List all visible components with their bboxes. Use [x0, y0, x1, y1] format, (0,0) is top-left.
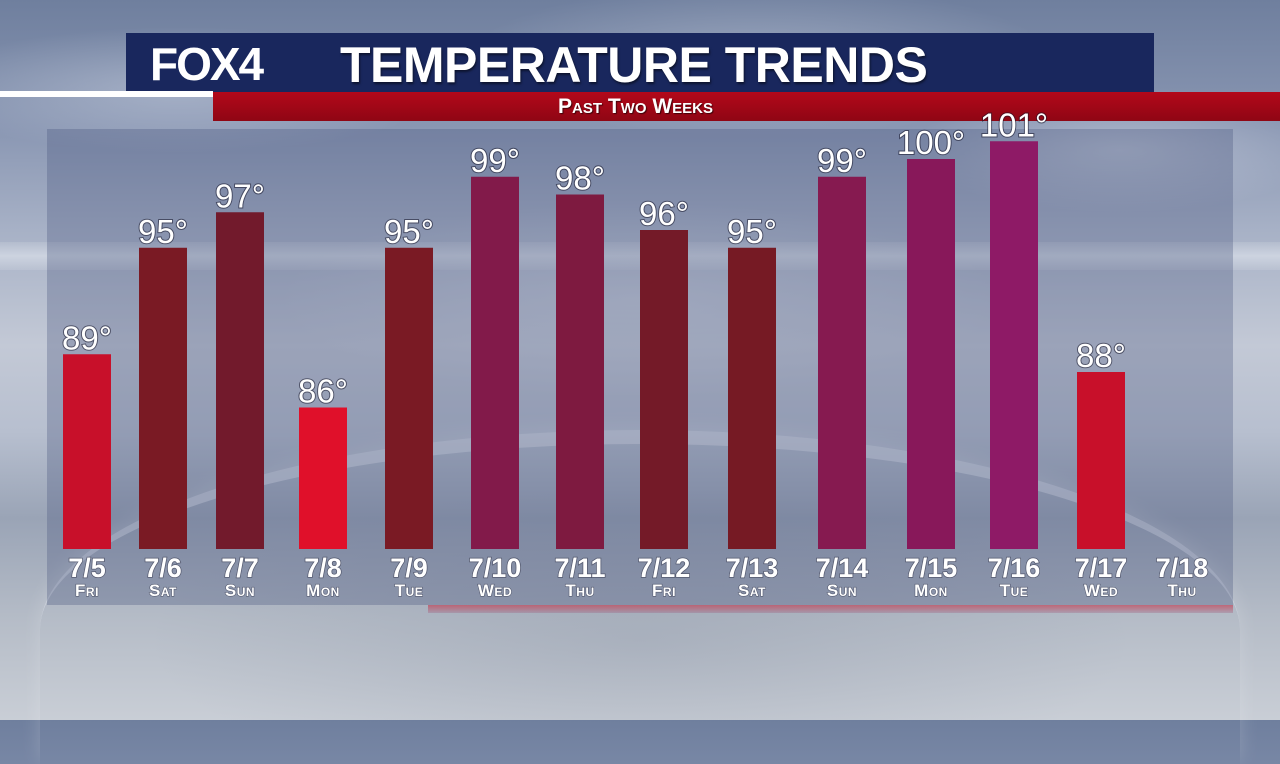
value-label-7/8: 86° [298, 373, 348, 410]
date-label-7/12: 7/12 [638, 553, 691, 583]
day-label-7/8: Mon [306, 581, 340, 600]
value-label-7/14: 99° [817, 142, 867, 179]
bar-7/15 [907, 159, 955, 549]
date-label-7/10: 7/10 [469, 553, 522, 583]
date-label-7/11: 7/11 [554, 553, 605, 583]
bar-7/10 [471, 176, 519, 549]
date-label-7/16: 7/16 [988, 553, 1041, 583]
bar-7/11 [556, 194, 604, 549]
value-label-7/17: 88° [1076, 337, 1126, 374]
bar-7/14 [818, 176, 866, 549]
bar-7/7 [216, 212, 264, 549]
value-label-7/11: 98° [555, 160, 605, 197]
date-label-7/15: 7/15 [905, 553, 958, 583]
date-label-7/18: 7/18 [1156, 553, 1209, 583]
chart-panel-edge [428, 605, 1233, 613]
value-label-7/13: 95° [727, 213, 777, 250]
day-label-7/14: Sun [827, 581, 857, 600]
day-label-7/6: Sat [149, 581, 177, 600]
date-label-7/7: 7/7 [221, 553, 259, 583]
day-label-7/16: Tue [1000, 581, 1029, 600]
bar-7/12 [640, 230, 688, 549]
fox4-logo: FOX4 [150, 38, 264, 90]
value-label-7/5: 89° [62, 319, 112, 356]
bar-7/9 [385, 247, 433, 549]
bar-7/13 [728, 247, 776, 549]
value-label-7/15: 100° [897, 124, 965, 161]
chart-title: TEMPERATURE TRENDS [340, 37, 928, 93]
day-label-7/13: Sat [738, 581, 766, 600]
day-label-7/15: Mon [914, 581, 948, 600]
date-label-7/8: 7/8 [304, 553, 342, 583]
subtitle-bar [213, 92, 1280, 121]
date-label-7/9: 7/9 [390, 553, 428, 583]
value-label-7/9: 95° [384, 213, 434, 250]
value-label-7/10: 99° [470, 142, 520, 179]
day-label-7/18: Thu [1167, 581, 1196, 600]
date-label-7/6: 7/6 [144, 553, 182, 583]
value-label-7/6: 95° [138, 213, 188, 250]
date-label-7/5: 7/5 [68, 553, 106, 583]
day-label-7/9: Tue [395, 581, 424, 600]
bar-7/8 [299, 407, 347, 549]
header-bar [126, 33, 1154, 93]
header-rule [0, 91, 213, 97]
day-label-7/5: Fri [75, 581, 99, 600]
date-label-7/14: 7/14 [816, 553, 869, 583]
temperature-bar-chart: 89°7/5Fri95°7/6Sat97°7/7Sun86°7/8Mon95°7… [61, 105, 1209, 600]
bar-7/16 [990, 141, 1038, 549]
date-label-7/17: 7/17 [1075, 553, 1128, 583]
value-label-7/16: 101° [980, 106, 1048, 143]
day-label-7/10: Wed [478, 581, 512, 600]
bar-7/5 [63, 354, 111, 549]
day-label-7/12: Fri [652, 581, 676, 600]
day-label-7/7: Sun [225, 581, 255, 600]
day-label-7/17: Wed [1084, 581, 1118, 600]
value-label-7/7: 97° [215, 177, 265, 214]
value-label-7/12: 96° [639, 195, 689, 232]
chart-subtitle: Past Two Weeks [558, 95, 713, 118]
bar-7/17 [1077, 372, 1125, 549]
bar-7/6 [139, 247, 187, 549]
day-label-7/11: Thu [565, 581, 594, 600]
date-label-7/13: 7/13 [726, 553, 779, 583]
